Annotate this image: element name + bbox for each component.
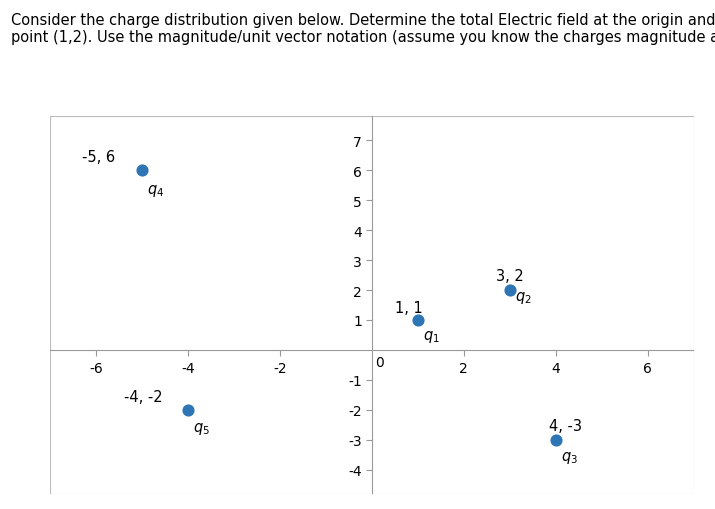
Text: -5, 6: -5, 6 — [82, 150, 115, 165]
Text: -4, -2: -4, -2 — [124, 390, 162, 405]
Text: 0: 0 — [375, 356, 384, 370]
Text: $q_1$: $q_1$ — [423, 329, 440, 345]
Text: 4, -3: 4, -3 — [549, 418, 582, 433]
Text: $q_2$: $q_2$ — [516, 289, 532, 305]
Text: Consider the charge distribution given below. Determine the total Electric field: Consider the charge distribution given b… — [11, 13, 715, 45]
Text: $q_5$: $q_5$ — [194, 420, 210, 436]
Text: $q_3$: $q_3$ — [561, 449, 578, 465]
Text: $q_4$: $q_4$ — [147, 182, 164, 198]
Text: 1, 1: 1, 1 — [395, 301, 423, 316]
Text: 3, 2: 3, 2 — [496, 269, 523, 284]
Point — [550, 436, 561, 444]
Point — [182, 406, 194, 414]
Point — [504, 287, 516, 295]
Point — [412, 316, 423, 324]
Point — [137, 167, 148, 175]
